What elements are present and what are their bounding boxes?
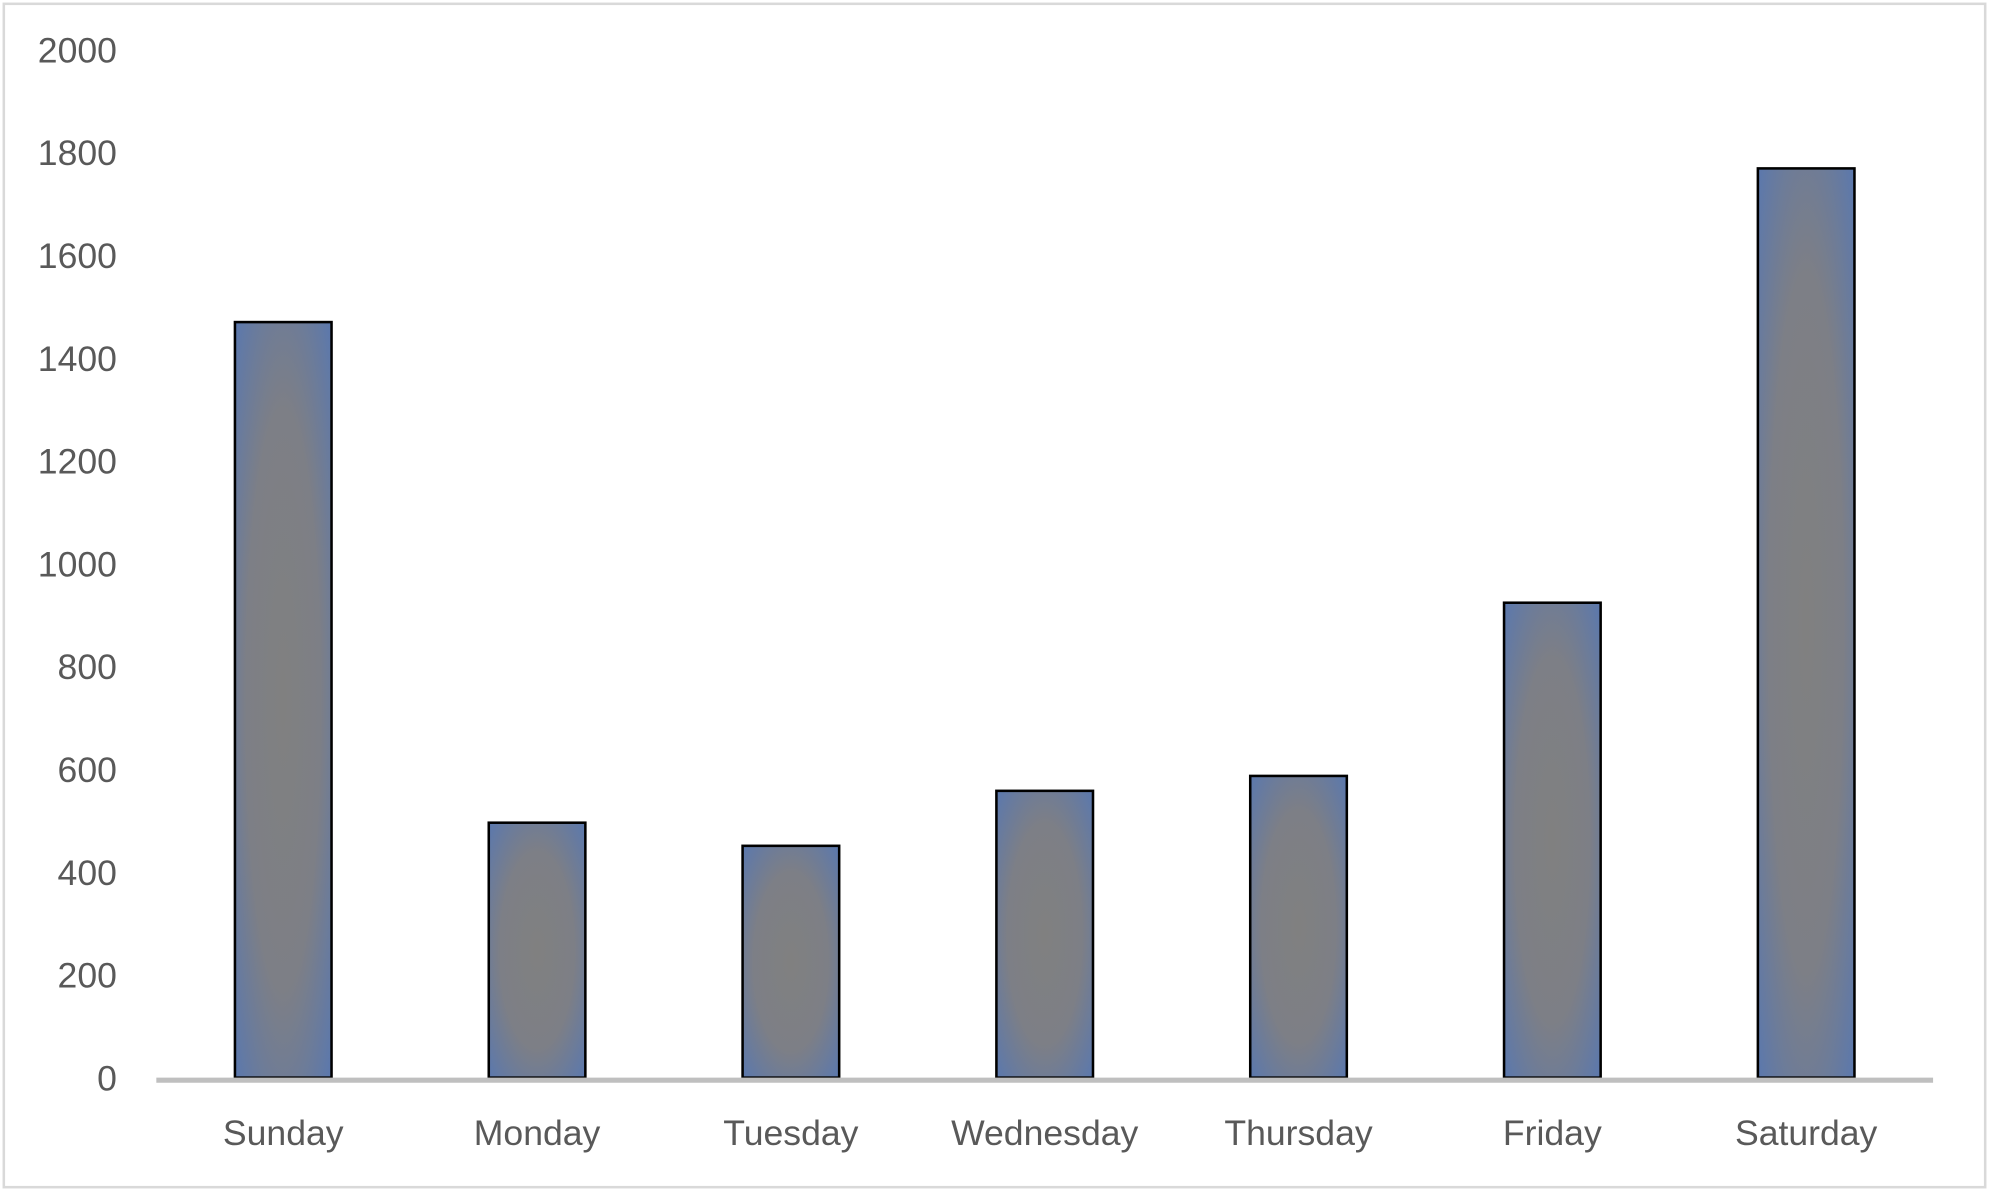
y-tick-label: 1000 xyxy=(38,544,117,584)
x-tick-label: Wednesday xyxy=(951,1113,1138,1153)
y-tick-label: 1800 xyxy=(38,133,117,173)
y-tick-label: 400 xyxy=(58,853,117,893)
x-tick-label: Tuesday xyxy=(723,1113,858,1153)
x-axis-ticks: Sunday Monday Tuesday Wednesday Thursday Frid… xyxy=(223,1113,1878,1153)
y-tick-label: 2000 xyxy=(38,30,117,70)
y-tick-label: 1600 xyxy=(38,236,117,276)
x-tick-label: Friday xyxy=(1503,1113,1602,1153)
bar-saturday xyxy=(1756,167,1856,1079)
bar-thursday xyxy=(1248,774,1349,1079)
y-tick-label: 1400 xyxy=(38,339,117,379)
bar-sunday xyxy=(233,320,333,1079)
x-tick-label: Thursday xyxy=(1224,1113,1372,1153)
y-axis-ticks: 0 200 400 600 800 1000 1200 1400 1600 1800 2000 xyxy=(38,30,117,1098)
x-tick-label: Monday xyxy=(474,1113,601,1153)
y-tick-label: 1200 xyxy=(38,442,117,482)
x-tick-label: Saturday xyxy=(1735,1113,1878,1153)
bars xyxy=(233,167,1856,1079)
y-tick-label: 200 xyxy=(58,956,117,996)
bar-monday xyxy=(487,821,587,1079)
y-tick-label: 800 xyxy=(58,647,117,687)
bar-tuesday xyxy=(741,844,841,1079)
bar-friday xyxy=(1502,601,1602,1079)
y-tick-label: 600 xyxy=(58,750,117,790)
y-tick-label: 0 xyxy=(97,1058,117,1098)
bar-wednesday xyxy=(995,789,1095,1079)
x-tick-label: Sunday xyxy=(223,1113,344,1153)
